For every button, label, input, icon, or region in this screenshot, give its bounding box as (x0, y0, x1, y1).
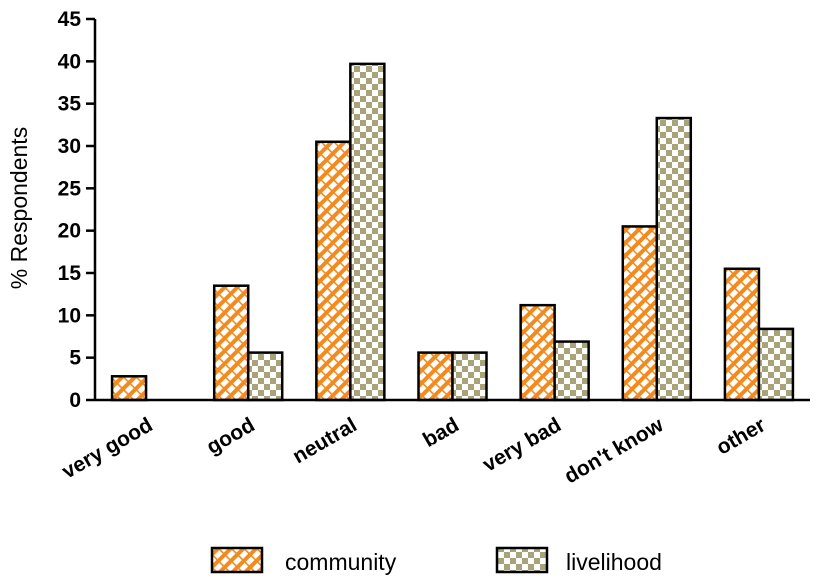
y-tick-label: 45 (58, 8, 82, 31)
bar-livelihood (451, 351, 488, 402)
y-axis-ticks: 0 5 10 15 20 25 30 35 40 45 (58, 8, 95, 412)
legend-label-livelihood: livelihood (566, 549, 662, 575)
bar-community (519, 303, 556, 402)
x-category-label: good (203, 413, 259, 459)
y-tick-label: 20 (58, 220, 81, 243)
y-tick-label: 30 (58, 135, 81, 158)
legend-swatch-livelihood (495, 546, 549, 574)
y-tick-label: 25 (58, 177, 82, 200)
x-category-label: very bad (479, 413, 565, 476)
bar-community (417, 351, 454, 402)
legend: community livelihood (210, 546, 662, 575)
bar-community (621, 225, 659, 402)
bar-community (315, 140, 352, 402)
y-axis-title: % Respondents (6, 127, 32, 289)
bar-community (110, 375, 148, 402)
bar-community (723, 267, 761, 402)
bar-livelihood (246, 351, 284, 402)
bars (110, 62, 795, 402)
y-tick-label: 10 (58, 304, 81, 327)
bar-livelihood (655, 116, 693, 402)
y-tick-label: 35 (58, 93, 82, 116)
legend-label-community: community (285, 549, 397, 575)
y-tick-label: 15 (58, 262, 82, 285)
y-tick-label: 5 (69, 347, 81, 370)
x-category-label: don't know (561, 413, 668, 488)
legend-swatch-community (210, 546, 264, 574)
y-tick-label: 40 (58, 50, 81, 73)
y-tick-label: 0 (69, 389, 81, 412)
bar-community (212, 284, 250, 402)
x-category-label: neutral (289, 413, 361, 468)
x-category-label: bad (419, 413, 463, 452)
bar-livelihood (349, 62, 386, 402)
bar-livelihood (757, 327, 795, 402)
x-category-label: very good (58, 413, 156, 483)
bar-livelihood (553, 340, 590, 402)
x-category-label: other (712, 413, 769, 459)
